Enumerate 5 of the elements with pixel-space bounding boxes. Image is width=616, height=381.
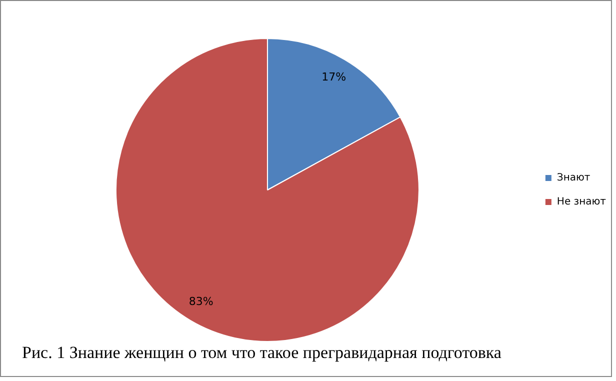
data-label: 17% — [322, 70, 346, 84]
legend-label: Не знают — [556, 196, 606, 208]
text: Рис. 1 Знание женщин о том что такое прегравидарная подготовка — [22, 343, 502, 363]
legend-label: Знают — [556, 172, 590, 184]
data-label: 83% — [188, 295, 214, 308]
